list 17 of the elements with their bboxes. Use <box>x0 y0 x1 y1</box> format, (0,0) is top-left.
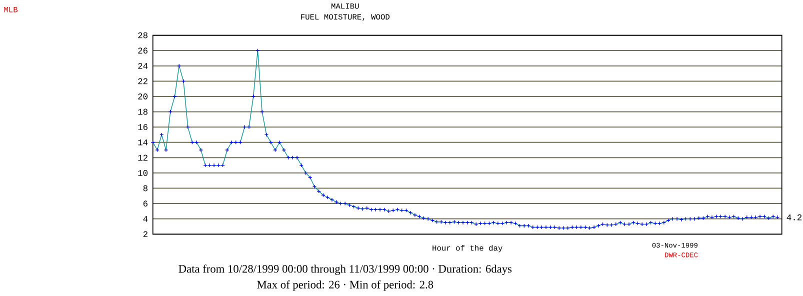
y-tick-label: 20 <box>138 93 148 100</box>
y-tick-label: 22 <box>138 78 148 84</box>
y-tick-label: 18 <box>138 108 148 115</box>
y-tick-label: 16 <box>138 124 148 130</box>
y-tick-label: 8 <box>143 185 148 192</box>
y-tick-label: 4 <box>143 216 148 222</box>
text: Max of period: 26 · Min of period: 2.8 <box>257 280 434 291</box>
text: Data from 10/28/1999 00:00 through 11/03/1999 00:00 · Duration: 6days <box>178 264 512 275</box>
y-tick-label: 28 <box>138 32 148 38</box>
y-tick-label: 6 <box>143 200 148 206</box>
data-label: 4.2 <box>786 214 802 220</box>
y-tick-label: 2 <box>143 231 148 238</box>
y-tick-label: 12 <box>138 154 148 161</box>
y-tick-label: 24 <box>138 62 148 69</box>
y-tick-label: 26 <box>138 48 148 54</box>
y-tick-label: 14 <box>138 139 148 146</box>
y-tick-label: 10 <box>138 170 148 176</box>
